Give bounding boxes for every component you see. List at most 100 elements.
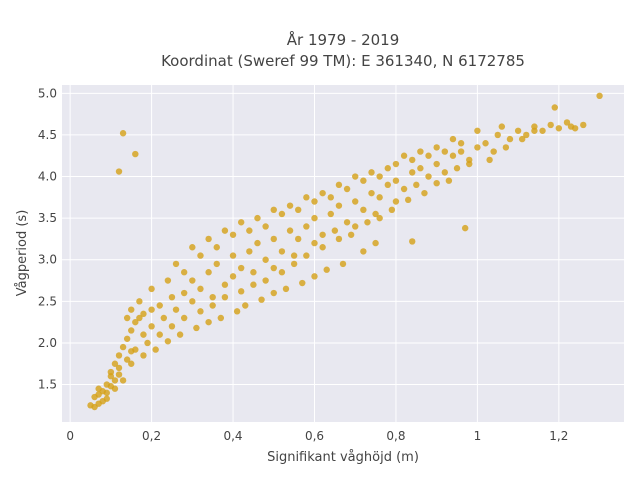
data-point: [384, 165, 391, 172]
data-point: [132, 150, 139, 158]
data-point: [156, 331, 163, 338]
data-point: [343, 185, 351, 193]
y-tick-label: 2.5: [38, 294, 57, 308]
data-point: [364, 219, 371, 226]
data-point: [311, 214, 318, 222]
data-point: [368, 169, 375, 176]
data-point: [278, 210, 286, 218]
data-point: [119, 343, 127, 351]
data-point: [311, 273, 318, 280]
data-point: [111, 360, 119, 367]
data-point: [242, 302, 249, 309]
x-axis-label: Signifikant våghöjd (m): [267, 450, 419, 465]
data-point: [327, 210, 334, 218]
data-point: [205, 235, 212, 243]
data-point: [445, 177, 453, 184]
data-point: [115, 352, 123, 359]
data-point: [486, 156, 493, 164]
data-point: [254, 214, 261, 222]
data-point: [136, 314, 143, 322]
data-point: [148, 306, 155, 313]
data-point: [323, 266, 330, 273]
data-point: [160, 314, 168, 322]
data-point: [417, 148, 424, 155]
data-point: [392, 177, 400, 184]
data-point: [571, 125, 579, 132]
data-point: [168, 323, 176, 330]
data-point: [233, 308, 241, 315]
data-point: [246, 248, 253, 255]
data-point: [319, 244, 326, 251]
data-point: [474, 127, 481, 134]
data-point: [290, 252, 298, 259]
data-point: [343, 219, 351, 226]
x-tick-label: 0,2: [142, 429, 161, 443]
y-axis-label: Vågperiod (s): [15, 210, 30, 297]
data-point: [213, 260, 220, 268]
data-point: [278, 248, 286, 255]
data-point: [449, 135, 457, 143]
data-point: [107, 373, 115, 380]
data-point: [295, 235, 302, 243]
x-tick-label: 0: [66, 429, 74, 443]
data-point: [502, 144, 510, 151]
data-point: [172, 306, 180, 313]
data-point: [474, 144, 481, 151]
data-point: [335, 181, 343, 189]
data-point: [506, 135, 514, 143]
data-point: [111, 377, 119, 384]
data-point: [376, 214, 383, 222]
data-point: [303, 252, 310, 259]
data-point: [372, 239, 379, 247]
data-point: [209, 293, 216, 301]
y-tick-label: 4.5: [38, 128, 57, 142]
data-point: [425, 152, 432, 159]
plot-area: [62, 85, 624, 422]
data-point: [311, 239, 318, 247]
data-point: [331, 227, 339, 234]
data-point: [409, 156, 416, 164]
data-point: [197, 285, 204, 293]
data-point: [421, 189, 428, 197]
data-point: [352, 198, 359, 205]
data-point: [115, 371, 123, 378]
data-point: [551, 104, 558, 111]
data-point: [205, 318, 212, 326]
data-point: [193, 324, 200, 332]
data-point: [168, 293, 176, 301]
data-point: [335, 235, 343, 243]
data-point: [482, 140, 489, 147]
data-point: [180, 289, 188, 297]
data-point: [352, 223, 359, 230]
data-point: [392, 160, 400, 168]
data-point: [352, 173, 359, 180]
data-point: [523, 131, 530, 139]
scatter-points: [87, 92, 603, 411]
data-point: [246, 227, 253, 234]
y-tick-labels: 1.5 2.0 2.5 3.0 3.5 4.0 4.5 5.0: [38, 86, 57, 391]
data-point: [262, 277, 269, 284]
y-tick-label: 1.5: [38, 378, 57, 392]
data-point: [95, 391, 102, 398]
data-point: [518, 135, 526, 143]
data-point: [180, 314, 188, 322]
x-tick-label: 0,8: [386, 429, 405, 443]
data-point: [376, 173, 383, 180]
data-point: [140, 352, 147, 359]
data-point: [197, 308, 204, 315]
data-point: [270, 264, 277, 272]
data-point: [303, 194, 310, 201]
data-point: [262, 256, 269, 263]
data-point: [128, 360, 135, 367]
data-point: [270, 235, 277, 243]
data-point: [103, 389, 110, 397]
data-point: [449, 152, 457, 159]
data-point: [156, 302, 163, 309]
data-point: [498, 123, 506, 130]
data-point: [209, 302, 216, 309]
x-tick-label: 0,4: [223, 429, 242, 443]
data-point: [490, 148, 497, 155]
data-point: [250, 281, 257, 288]
data-point: [400, 152, 408, 159]
